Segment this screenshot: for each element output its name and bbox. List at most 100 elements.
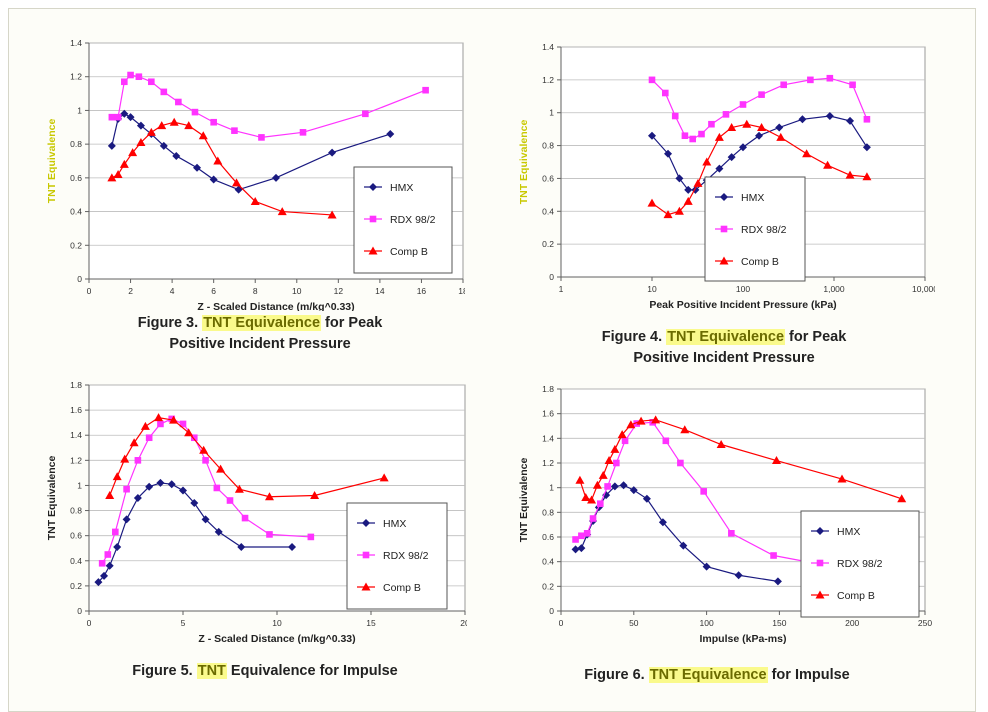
figure-6-series-rdx-98-2: [572, 419, 817, 567]
figure-3-legend: HMX RDX 98/2 Comp B: [353, 166, 453, 274]
figure-3-xtick-label: 18: [458, 286, 465, 296]
figure-5-ytick-label: 1.4: [70, 430, 82, 440]
figure-3-series-comp-b-point: [250, 196, 260, 205]
figure-6-ytick-label: 1: [549, 483, 554, 493]
figure-6-ytick-label: 0.2: [542, 581, 554, 591]
figure-5-ytick-label: 0.8: [70, 506, 82, 516]
figure-4-series-rdx-98-2-point: [648, 76, 656, 84]
figure-6-ytick-label: 1.4: [542, 433, 554, 443]
figure-6-series-comp-b-point: [651, 415, 661, 424]
figure-6-ytick-label: 1.2: [542, 458, 554, 468]
figure-6-series-rdx-98-2-point: [770, 552, 777, 559]
figure-3-chart: 0 0.2 0.4 0.6 0.8 1 1.2 1.4 0 2 4 6 8 10 12 14 16 18 Z - S…: [46, 38, 465, 311]
figure-4-series-hmx-point: [715, 164, 724, 173]
figure-4-ytick-label: 0.4: [542, 206, 554, 216]
figure-3-series-rdx-98-2-point: [127, 71, 134, 79]
figure-6-ytick-label: 1.6: [542, 409, 554, 419]
figure-6-legend-marker: [816, 559, 824, 567]
figure-6-caption-rest: for Impulse: [767, 667, 850, 683]
figure-4-chart: 0 0.2 0.4 0.6 0.8 1 1.2 1.4 1 10 100 1,000 10,000 Pea…: [518, 42, 935, 311]
figure-3-series-hmx-point: [126, 113, 135, 122]
figure-5-series-hmx-point: [145, 482, 154, 491]
figure-4-legend-marker: [719, 256, 729, 265]
figure-3-series-hmx-point: [193, 163, 202, 172]
figure-6-series-comp-b-point: [626, 420, 636, 429]
figure-5-series-comp-b-line: [109, 417, 385, 498]
figure-5-series-rdx-98-2-point: [104, 551, 112, 558]
figure-4-caption-rest: for Peak: [785, 329, 847, 345]
figure-4-series-comp-b-point: [845, 170, 855, 179]
figure-5-xtick-label: 10: [272, 618, 282, 628]
figure-6-series-comp-b-point: [617, 430, 627, 439]
figure-5-series-rdx-98-2-point: [190, 434, 198, 442]
figure-5-series-hmx-point: [179, 486, 187, 495]
figure-3-legend-marker: [369, 215, 377, 223]
figure-5-series-rdx-98-2-point: [241, 514, 249, 522]
figure-5-series-hmx-point: [113, 542, 122, 551]
figure-6-series-rdx-98-2-point: [572, 536, 579, 543]
figure-4-series-comp-b-point: [742, 119, 752, 128]
figure-4-series-hmx-point: [862, 143, 871, 152]
figure-5-series-rdx-98-2-point: [157, 420, 164, 428]
figure-5-legend-marker: [362, 519, 370, 527]
figure-6-series-comp-b-point: [598, 470, 608, 479]
figure-5-ytick-label: 0.4: [70, 556, 82, 566]
figure-4-series-comp-b-point: [674, 206, 684, 215]
figure-4-series-rdx-98-2-point: [849, 81, 856, 89]
figure-4-series-rdx-98-2-point: [826, 74, 834, 82]
figure-3-series-comp-b-point: [198, 131, 208, 140]
figure-5-legend-label: HMX: [383, 518, 406, 530]
figure-3-xtick-label: 10: [292, 286, 302, 296]
figure-4-series-comp-b-point: [823, 160, 833, 169]
figure-5-series-comp-b-point: [234, 484, 244, 493]
figure-6-series-rdx-98-2-point: [589, 515, 597, 522]
figure-3-caption-highlight: TNT Equivalence: [202, 315, 322, 331]
figure-6-series-rdx-98-2-point: [583, 530, 591, 537]
figure-5-caption-rest: Equivalence for Impulse: [226, 663, 398, 679]
figure-5-ytick-label: 0.2: [70, 581, 82, 591]
figure-3-ytick-label: 0.8: [70, 139, 82, 149]
figure-4-series-hmx-point: [846, 116, 855, 125]
figure-6-ytick-label: 0: [549, 606, 554, 616]
figure-3-series-comp-b-point: [169, 117, 179, 126]
figure-4-series-hmx-point: [755, 131, 764, 140]
figure-3-caption-line2: Positive Incident Pressure: [169, 336, 351, 352]
figure-6-xtick-label: 0: [559, 618, 564, 628]
figure-3-series-rdx-98-2-point: [175, 98, 182, 106]
figure-4-legend-label: RDX 98/2: [741, 224, 787, 236]
figure-6-legend-label: RDX 98/2: [837, 558, 883, 570]
figure-6-series-rdx-98-2-point: [613, 459, 620, 467]
figure-4-series-hmx-point: [727, 153, 736, 162]
figure-3-series-rdx-98-2-point: [114, 113, 122, 121]
figure-6-series-comp-b-point: [604, 456, 614, 465]
figure-3-ytick-label: 1.2: [70, 72, 82, 82]
figure-5-series-hmx-point: [167, 480, 176, 489]
figure-6-series-hmx-point: [629, 486, 638, 495]
figure-5-ytick-label: 1: [77, 480, 82, 490]
figure-3-series-rdx-98-2-point: [108, 113, 116, 121]
figure-4-caption-prefix: Figure 4.: [601, 329, 667, 345]
figure-4-caption-line2: Positive Incident Pressure: [633, 350, 815, 366]
figure-6-series-comp-b-point: [581, 493, 591, 502]
figure-4-series-comp-b-point: [647, 198, 657, 207]
figure-4-series-comp-b-point: [702, 157, 712, 166]
figure-6-series-comp-b-point: [771, 456, 781, 465]
figure-6-legend-label: HMX: [837, 526, 860, 538]
figure-6-legend: HMX RDX 98/2 Comp B: [800, 510, 920, 618]
figure-4-series-comp-b-point: [714, 132, 724, 141]
figure-5-xtick-label: 0: [87, 618, 92, 628]
figure-6-legend-marker: [815, 590, 825, 599]
figure-3-series-rdx-98-2-point: [258, 134, 265, 141]
figure-6-series-hmx-point: [734, 571, 743, 580]
figure-4-legend-marker: [720, 193, 728, 201]
figure-5-series-rdx-98-2-point: [202, 457, 209, 464]
figure-5-series-comp-b: [105, 413, 389, 501]
figure-4-legend-label: HMX: [741, 192, 764, 204]
figure-4-series-rdx-98-2-point: [807, 76, 814, 84]
figure-3-series-rdx-98-2-point: [362, 110, 369, 118]
figure-6-series-rdx-98-2-point: [597, 500, 604, 507]
figure-3-series-hmx-point: [328, 148, 337, 157]
figure-4-series-hmx-point: [775, 123, 784, 132]
figure-4-series-hmx-point: [684, 185, 693, 194]
figure-4-series-comp-b-point: [663, 210, 673, 219]
